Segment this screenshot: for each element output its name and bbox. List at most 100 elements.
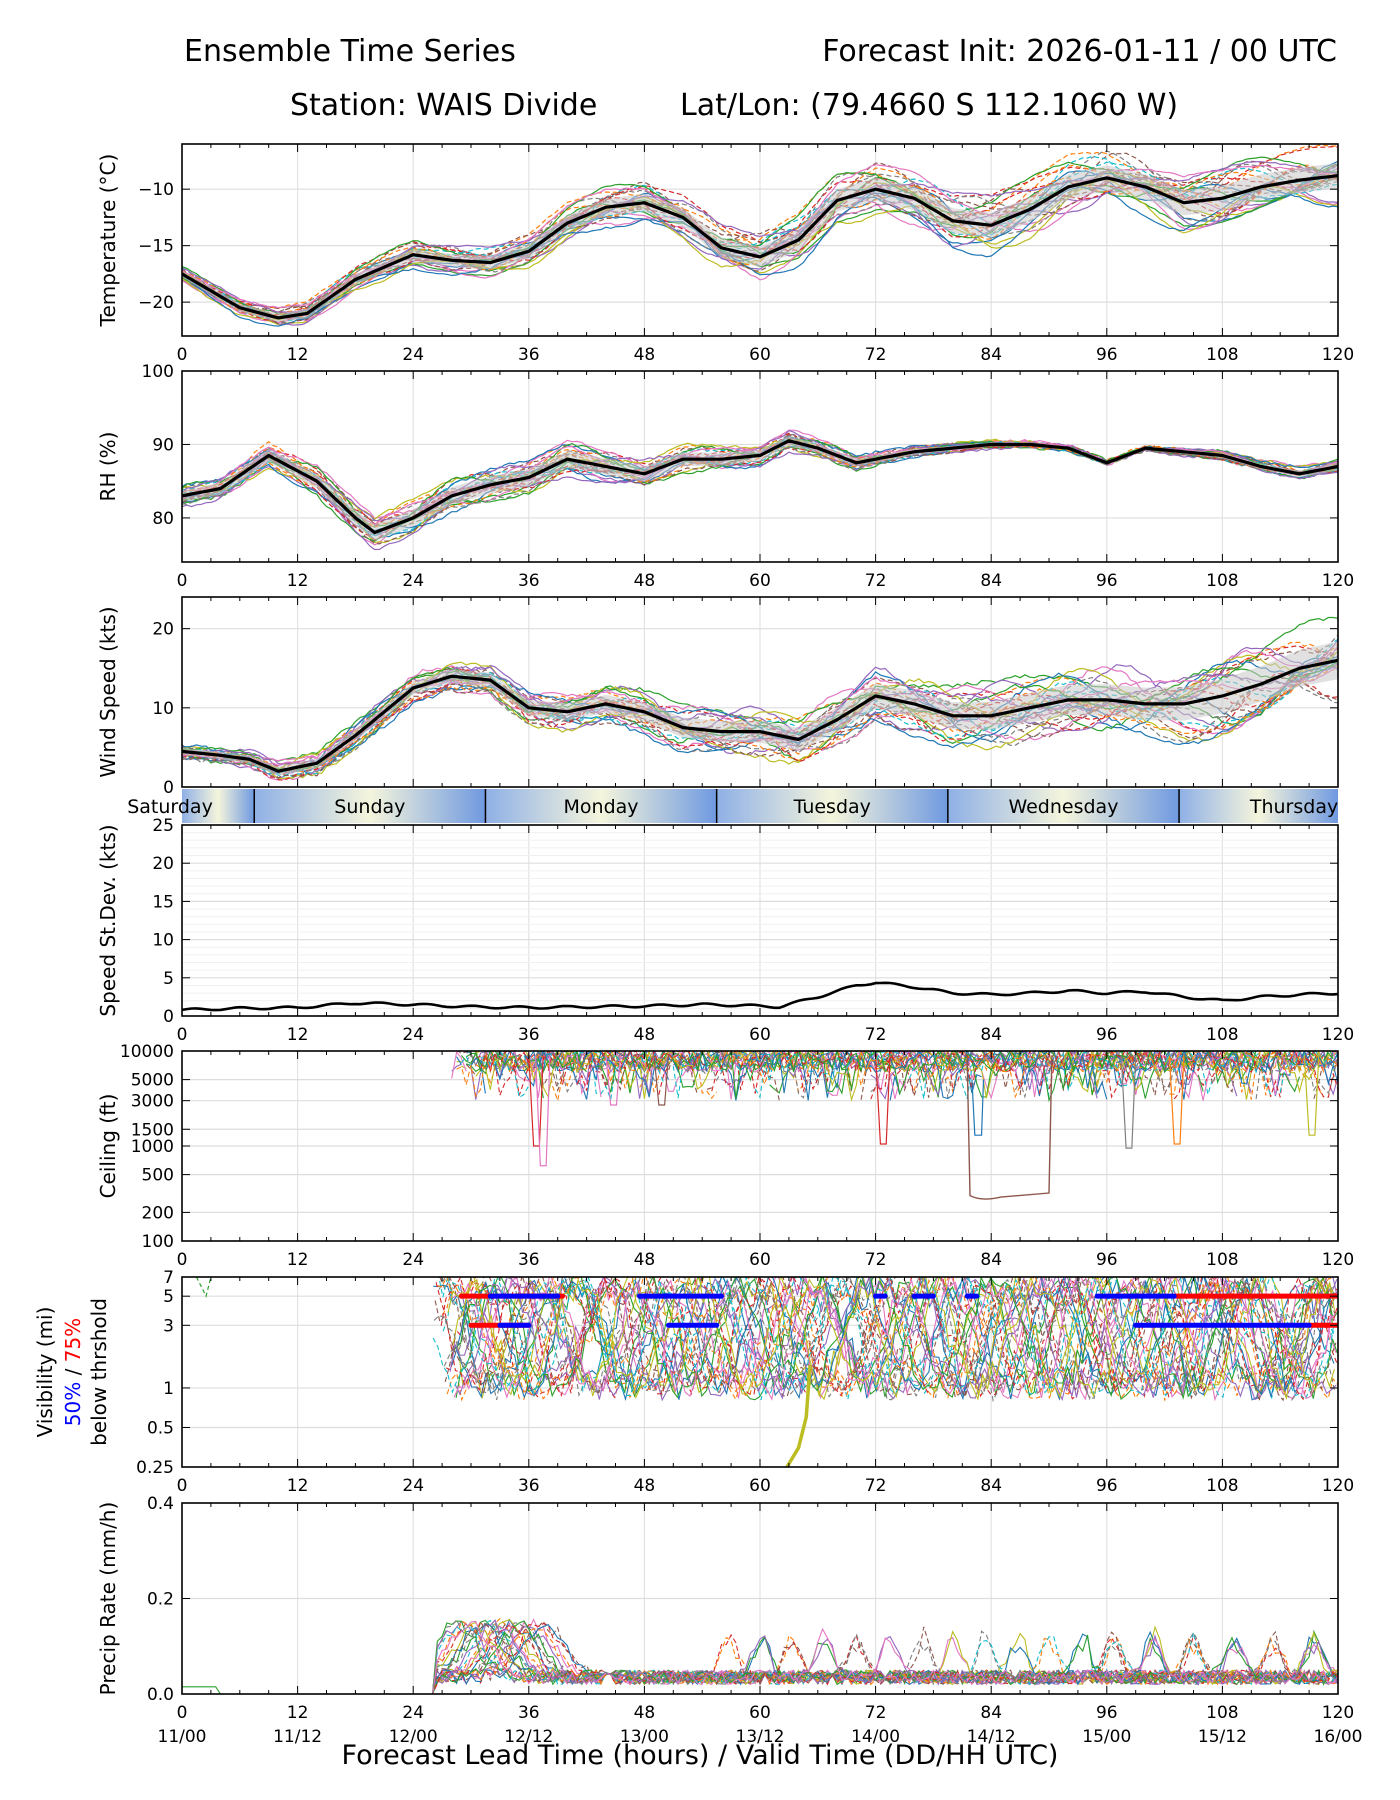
y-axis-label-below: below thrshold <box>87 1298 111 1446</box>
y-tick-label: 0.5 <box>147 1418 174 1438</box>
day-band <box>485 789 717 823</box>
ceiling-dip <box>971 1079 985 1136</box>
x-tick-label: 84 <box>980 1703 1002 1723</box>
valid-time-label: 13/00 <box>620 1727 669 1747</box>
stdev-line <box>181 981 1339 1012</box>
member-line <box>182 665 1338 780</box>
x-tick-label: 24 <box>402 1703 424 1723</box>
y-axis-label: Temperature (°C) <box>96 154 120 328</box>
valid-time-label: 11/12 <box>273 1727 322 1747</box>
valid-time-label: 12/12 <box>504 1727 553 1747</box>
x-tick-label: 96 <box>1096 345 1118 365</box>
day-band <box>254 789 486 823</box>
y-tick-label: 0 <box>163 778 174 798</box>
day-label: Thursday <box>1249 796 1338 818</box>
forecast-init: Forecast Init: 2026-01-11 / 00 UTC <box>822 34 1337 69</box>
x-tick-label: 72 <box>865 1703 887 1723</box>
x-tick-label: 120 <box>1322 1703 1354 1723</box>
y-tick-label: 15 <box>152 892 174 912</box>
x-tick-label: 36 <box>518 1703 540 1723</box>
x-tick-label: 48 <box>634 1703 656 1723</box>
visibility-member <box>447 1277 1335 1401</box>
ceiling-member <box>460 1051 1334 1103</box>
x-tick-label: 72 <box>865 345 887 365</box>
y-tick-label: 5 <box>163 1287 174 1307</box>
y-tick-label: −20 <box>138 293 174 313</box>
x-tick-label: 72 <box>865 1025 887 1045</box>
day-label: Monday <box>564 796 639 818</box>
x-tick-label: 96 <box>1096 571 1118 591</box>
ceiling-dip <box>966 1055 1053 1200</box>
precip-member <box>182 1624 1338 1694</box>
precip-member <box>182 1620 1338 1694</box>
y-tick-label: 1 <box>163 1379 174 1399</box>
visibility-members <box>195 1277 1338 1467</box>
x-tick-label: 0 <box>177 1476 188 1496</box>
valid-time-label: 14/12 <box>967 1727 1016 1747</box>
y-axis-label: Visibility (mi) <box>33 1307 57 1438</box>
ensemble-mean <box>182 174 1338 320</box>
y-tick-label: −10 <box>138 180 174 200</box>
member-line <box>182 664 1338 773</box>
x-tick-label: 120 <box>1322 1476 1354 1496</box>
y-tick-label: 80 <box>152 509 174 529</box>
x-tick-label: 48 <box>634 1025 656 1045</box>
x-tick-label: 120 <box>1322 571 1354 591</box>
ceiling-member <box>480 1051 1338 1100</box>
x-tick-label: 36 <box>518 1025 540 1045</box>
x-tick-label: 108 <box>1206 1476 1238 1496</box>
x-tick-label: 60 <box>749 345 771 365</box>
spread-band <box>182 163 1338 323</box>
visibility-member <box>444 1277 1337 1402</box>
ceiling-dip <box>1168 1055 1185 1145</box>
y-tick-label: 10 <box>152 699 174 719</box>
y-tick-label: 100 <box>142 362 174 382</box>
y-tick-label: 5000 <box>131 1071 174 1091</box>
x-tick-label: 84 <box>980 345 1002 365</box>
x-axis-label: Forecast Lead Time (hours) / Valid Time … <box>341 1740 1059 1771</box>
y-tick-label: 10000 <box>120 1042 174 1062</box>
y-axis-label: Precip Rate (mm/h) <box>96 1502 120 1696</box>
chart-title: Ensemble Time Series <box>184 34 516 69</box>
ensemble-members <box>182 429 1338 551</box>
x-tick-label: 36 <box>518 345 540 365</box>
x-tick-label: 36 <box>518 571 540 591</box>
x-tick-label: 12 <box>287 1476 309 1496</box>
label-sep: / <box>61 1362 85 1381</box>
x-tick-label: 108 <box>1206 345 1238 365</box>
station-name: Station: WAIS Divide <box>290 88 598 123</box>
valid-time-label: 15/12 <box>1198 1727 1247 1747</box>
x-tick-label: 108 <box>1206 1703 1238 1723</box>
y-axis-label: Wind Speed (kts) <box>96 606 120 777</box>
day-label: Saturday <box>127 796 213 818</box>
x-tick-label: 24 <box>402 1250 424 1270</box>
x-tick-label: 36 <box>518 1476 540 1496</box>
visibility-member <box>435 1277 1338 1401</box>
y-axis-label: Ceiling (ft) <box>96 1094 120 1199</box>
x-tick-label: 96 <box>1096 1250 1118 1270</box>
ensemble-mean <box>182 439 1338 535</box>
y-tick-label: 1500 <box>131 1120 174 1140</box>
member-line <box>182 639 1338 767</box>
p75-label: 75% <box>61 1318 85 1362</box>
x-tick-label: 36 <box>518 1250 540 1270</box>
station-latlon: Lat/Lon: (79.4660 S 112.1060 W) <box>680 88 1179 123</box>
x-tick-label: 108 <box>1206 571 1238 591</box>
x-tick-label: 24 <box>402 1025 424 1045</box>
day-band <box>947 789 1180 823</box>
visibility-member <box>448 1277 1336 1402</box>
y-axis-label: Speed St.Dev. (kts) <box>96 824 120 1016</box>
precip-member <box>182 1622 1338 1694</box>
precip-member <box>182 1620 1338 1694</box>
ceiling-dip <box>1120 1055 1137 1149</box>
x-tick-label: 0 <box>177 345 188 365</box>
x-tick-label: 84 <box>980 571 1002 591</box>
precip-member <box>182 1618 1338 1694</box>
x-tick-label: 12 <box>287 1250 309 1270</box>
y-axis-label: RH (%) <box>96 432 120 502</box>
visibility-member <box>449 1277 1337 1400</box>
x-tick-label: 0 <box>177 1250 188 1270</box>
y-tick-label: 1000 <box>131 1137 174 1157</box>
x-tick-label: 96 <box>1096 1703 1118 1723</box>
